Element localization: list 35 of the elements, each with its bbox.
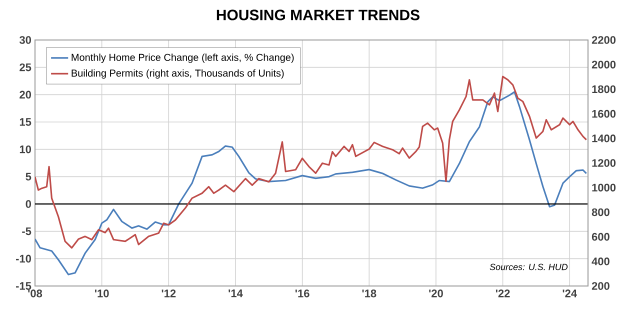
y2-tick-label: 1600 xyxy=(592,110,616,118)
x-tick-label: '16 xyxy=(295,290,310,298)
y2-tick-label: 600 xyxy=(592,232,610,241)
y-tick-label: -15 xyxy=(16,282,32,290)
y2-tick-label: 1800 xyxy=(592,85,616,94)
y-tick-label: 20 xyxy=(20,90,32,99)
x-tick-label: '12 xyxy=(162,290,176,298)
chart-title: HOUSING MARKET TRENDS xyxy=(216,10,420,20)
y-tick-label: -5 xyxy=(22,228,32,236)
y2-tick-label: 200 xyxy=(592,282,610,290)
y2-tick-label: 1200 xyxy=(592,159,616,167)
line-series xyxy=(35,91,588,276)
y2-tick-label: 1400 xyxy=(592,134,616,142)
y-tick-label: 15 xyxy=(20,118,32,126)
y-tick-label: 10 xyxy=(20,145,32,154)
x-tick-label: '10 xyxy=(94,290,109,298)
y-tick-label: 25 xyxy=(20,63,32,72)
y-tick-label: 30 xyxy=(19,36,32,44)
y-tick-label: 5 xyxy=(26,172,32,181)
y-tick-label: -10 xyxy=(16,254,32,263)
y2-tick-label: 800 xyxy=(592,208,610,216)
x-tick-label: '14 xyxy=(228,290,243,298)
x-tick-label: '18 xyxy=(362,290,376,298)
legend-label: Building Permits (right axis, Thousands of Units) xyxy=(72,69,284,79)
y2-tick-label: 400 xyxy=(592,258,610,266)
x-tick-label: '22 xyxy=(496,290,510,298)
y2-tick-label: 1000 xyxy=(592,184,616,192)
legend-label: Monthly Home Price Change (left axis, % Change) xyxy=(72,54,294,63)
y-tick-label: 0 xyxy=(26,200,32,208)
y2-tick-label: 2200 xyxy=(592,36,616,44)
x-tick-label: '08 xyxy=(28,290,42,298)
x-tick-label: '24 xyxy=(562,290,577,298)
y2-tick-label: 2000 xyxy=(592,60,616,68)
annotation: Sources: U.S. HUD xyxy=(490,264,568,270)
x-tick-label: '20 xyxy=(429,290,443,298)
